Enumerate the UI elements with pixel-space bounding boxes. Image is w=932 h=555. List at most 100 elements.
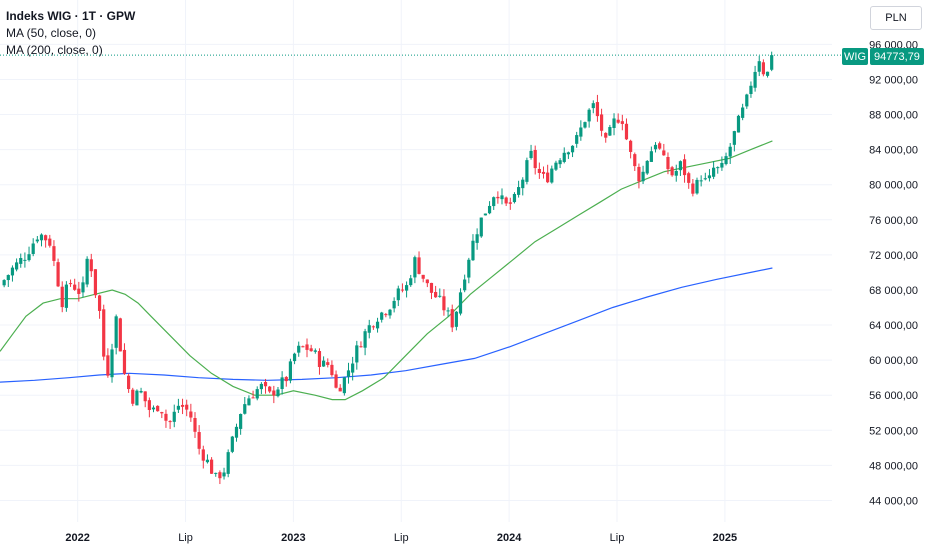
candle-body xyxy=(728,146,732,157)
candle-body xyxy=(583,122,587,128)
candle-body xyxy=(475,234,479,243)
candle-body xyxy=(19,257,23,264)
candle-body xyxy=(334,374,338,388)
candle-body xyxy=(384,314,388,316)
candle-body xyxy=(77,288,81,294)
candle-body xyxy=(342,377,346,394)
candle-body xyxy=(239,413,243,429)
candle-body xyxy=(380,312,384,320)
candle-body xyxy=(707,175,712,179)
candle-body xyxy=(695,179,699,194)
candle-body xyxy=(425,279,429,284)
candle-body xyxy=(35,239,39,242)
y-tick-label: 44 000,00 xyxy=(869,495,918,507)
candle-body xyxy=(284,377,288,382)
candle-body xyxy=(118,318,122,352)
candle-body xyxy=(458,292,463,314)
candle-body xyxy=(371,326,375,328)
candle-body xyxy=(487,205,492,214)
currency-button[interactable]: PLN xyxy=(870,6,922,30)
candle-body xyxy=(234,426,239,438)
candle-body xyxy=(620,121,624,124)
candle-body xyxy=(624,123,629,140)
candle-body xyxy=(533,149,537,169)
candle-body xyxy=(131,389,135,404)
symbol-title[interactable]: Indeks WIG · 1T · GPW xyxy=(6,9,136,23)
candle-body xyxy=(68,283,73,285)
candle-body xyxy=(724,156,728,165)
ma50-legend[interactable]: MA (50, close, 0) xyxy=(6,26,97,40)
candle-body xyxy=(409,278,413,286)
ma200-legend[interactable]: MA (200, close, 0) xyxy=(6,43,103,57)
candle-body xyxy=(2,280,6,286)
price-tag-value: 94773,79 xyxy=(874,51,920,63)
candle-body xyxy=(392,300,396,309)
x-tick-label: 2024 xyxy=(497,532,522,544)
candle-body xyxy=(346,370,351,377)
candle-body xyxy=(197,432,201,449)
candle-body xyxy=(218,472,222,479)
candle-body xyxy=(633,154,637,167)
y-tick-label: 76 000,00 xyxy=(869,215,918,227)
y-tick-label: 68 000,00 xyxy=(869,285,918,297)
candle-body xyxy=(292,353,297,362)
candle-body xyxy=(645,160,649,174)
candle-body xyxy=(637,166,641,182)
candle-body xyxy=(550,168,554,183)
y-tick-label: 56 000,00 xyxy=(869,390,918,402)
y-tick-label: 72 000,00 xyxy=(869,250,918,262)
candle-body xyxy=(259,383,263,390)
candle-body xyxy=(674,171,678,176)
candle-body xyxy=(716,167,720,169)
candle-body xyxy=(205,459,210,463)
candle-body xyxy=(579,127,583,137)
candle-body xyxy=(301,346,305,348)
candle-body xyxy=(629,140,633,152)
candle-body xyxy=(512,193,517,203)
candle-body xyxy=(172,411,176,422)
candle-body xyxy=(500,195,504,200)
candle-body xyxy=(483,213,488,216)
candle-body xyxy=(31,243,35,254)
candle-body xyxy=(351,363,355,373)
candle-body xyxy=(73,284,77,290)
candle-body xyxy=(745,94,749,107)
candle-body xyxy=(106,355,110,376)
candle-body xyxy=(255,389,259,399)
candle-body xyxy=(417,257,421,274)
candle-body xyxy=(761,62,765,75)
candle-body xyxy=(326,362,330,365)
candle-body xyxy=(434,291,438,298)
price-tag: WIG 94773,79 xyxy=(842,48,924,65)
candle-body xyxy=(64,284,68,308)
x-axis[interactable]: 2022 Lip 2023 Lip 2024 Lip 2025 xyxy=(65,532,737,544)
candle-body xyxy=(135,390,139,406)
candle-body xyxy=(712,167,716,177)
y-tick-label: 60 000,00 xyxy=(869,355,918,367)
candle-body xyxy=(537,168,541,173)
candle-body xyxy=(81,282,85,293)
candle-body xyxy=(508,202,512,204)
candle-body xyxy=(541,171,546,174)
candle-body xyxy=(201,449,205,461)
candle-body xyxy=(363,331,367,348)
candle-body xyxy=(649,151,653,162)
candle-body xyxy=(525,160,529,182)
candle-body xyxy=(359,346,363,348)
y-tick-label: 84 000,00 xyxy=(869,145,918,157)
candle-body xyxy=(753,71,757,88)
y-tick-label: 64 000,00 xyxy=(869,320,918,332)
candle-body xyxy=(471,240,475,261)
candle-body xyxy=(504,197,508,204)
candle-body xyxy=(14,262,19,270)
candle-body xyxy=(147,400,151,410)
x-tick-label: 2022 xyxy=(65,532,89,544)
candle-body xyxy=(6,275,10,281)
candle-body xyxy=(39,234,44,241)
candle-body xyxy=(122,349,127,374)
candle-body xyxy=(355,345,359,363)
candle-body xyxy=(263,381,268,387)
